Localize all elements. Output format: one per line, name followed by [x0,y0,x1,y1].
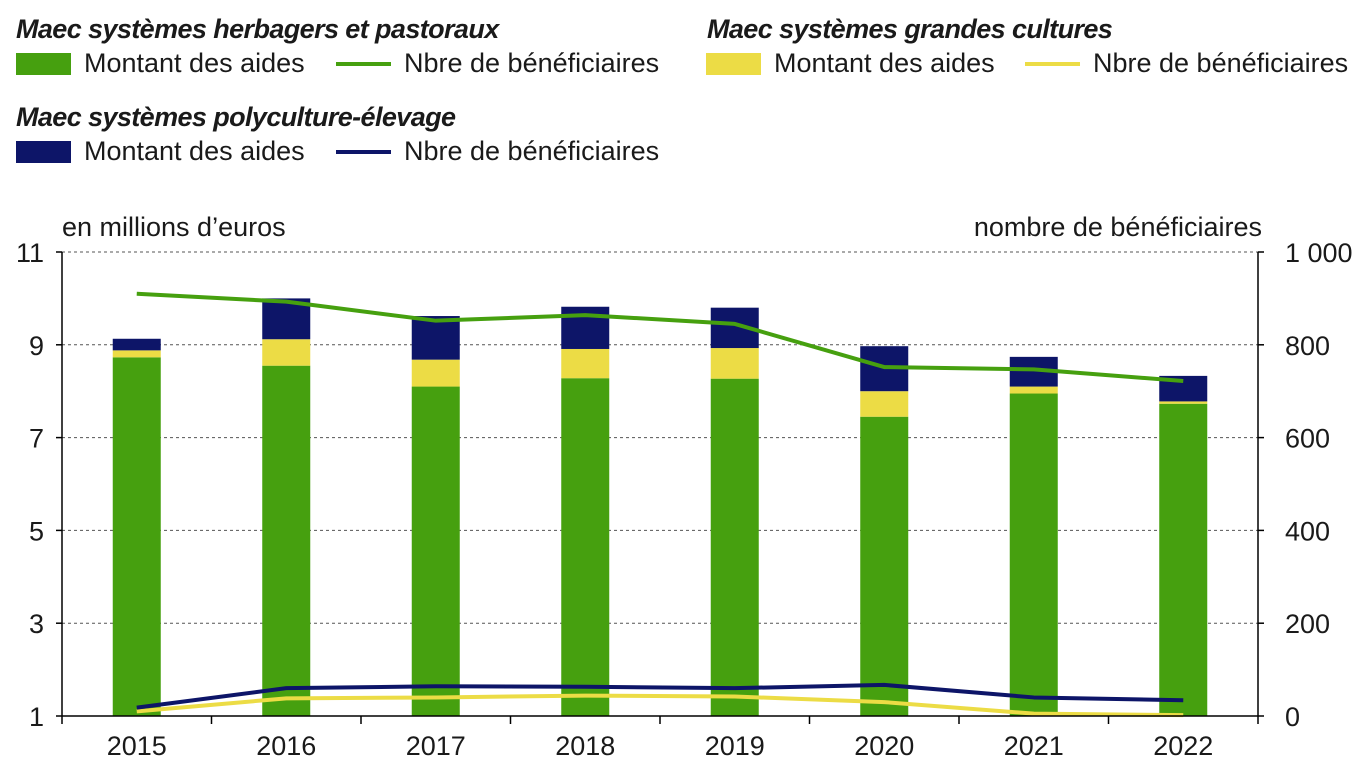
bar-gc-2021 [1009,386,1058,394]
legend-label-grandes-cultures-line: Nbre de bénéficiaires [1093,48,1349,78]
left-axis-title: en millions d’euros [62,212,286,242]
x-tick-label: 2016 [256,731,316,761]
line-poly [136,682,1184,710]
legend-item-polyculture-bar: Montant des aides [16,136,305,167]
y-tick-label-left: 9 [29,331,44,361]
bar-herb-2021 [1009,393,1058,716]
legend-swatch-grandes-cultures-bar [706,52,761,75]
legend-label-polyculture-bar: Montant des aides [84,136,305,166]
y-tick-label-right: 400 [1285,516,1330,546]
legend-item-grandes-cultures-line: Nbre de bénéficiaires [1025,48,1348,79]
bar-poly-2018 [561,306,610,349]
line-herb [136,291,1184,383]
y-tick-label-right: 0 [1285,702,1300,732]
bar-poly-2017 [411,316,460,360]
line-gc [136,693,1184,718]
bar-gc-2019 [710,348,759,379]
x-tick-label: 2018 [555,731,615,761]
x-tick-label: 2021 [1004,731,1064,761]
y-tick-label-right: 800 [1285,331,1330,361]
legend-swatch-herbagers-line [336,61,391,66]
bar-gc-2018 [561,348,610,379]
legend-title-herbagers: Maec systèmes herbagers et pastoraux [16,14,499,44]
legend-swatch-polyculture-bar [16,140,71,163]
bar-herb-2017 [411,386,460,716]
legend-item-grandes-cultures-bar: Montant des aides [706,48,995,79]
bars [112,298,1208,716]
bar-gc-2015 [112,350,161,358]
legend-label-herbagers-bar: Montant des aides [84,48,305,78]
bar-poly-2015 [112,338,161,351]
y-tick-label-right: 600 [1285,424,1330,454]
legend-swatch-polyculture-line [336,149,391,154]
legend-item-polyculture-line: Nbre de bénéficiaires [336,136,659,167]
bar-herb-2018 [561,378,610,716]
y-tick-label-right: 200 [1285,609,1330,639]
bar-herb-2016 [262,365,311,716]
bar-herb-2019 [710,378,759,716]
legend-swatch-grandes-cultures-line [1025,61,1080,66]
bar-gc-2022 [1159,401,1208,404]
lines [136,291,1184,718]
y-tick-label-left: 5 [29,516,44,546]
legend-label-polyculture-line: Nbre de bénéficiaires [404,136,660,166]
legend-title-grandes-cultures: Maec systèmes grandes cultures [707,14,1113,44]
y-tick-label-left: 3 [29,609,44,639]
x-tick-label: 2019 [705,731,765,761]
x-tick-label: 2022 [1153,731,1213,761]
legend-label-herbagers-line: Nbre de bénéficiaires [404,48,660,78]
bar-gc-2017 [411,359,460,387]
legend-label-grandes-cultures-bar: Montant des aides [774,48,995,78]
legend-swatch-herbagers-bar [16,52,71,75]
x-tick-label: 2020 [854,731,914,761]
bar-herb-2022 [1159,403,1208,716]
axes: 1 3 5 7 9 11 0 200 400 600 800 1 000 2015 2016 2017 201… [16,238,1353,761]
y-tick-label-left: 1 [29,702,44,732]
y-tick-label-left: 11 [16,238,44,268]
legend-title-polyculture: Maec systèmes polyculture-élevage [16,102,456,132]
x-tick-label: 2017 [406,731,466,761]
legend-item-herbagers-line: Nbre de bénéficiaires [336,48,659,79]
bar-herb-2020 [860,416,909,716]
bar-gc-2016 [262,339,311,366]
y-tick-label-right: 1 000 [1285,238,1353,268]
gridlines [62,251,1258,624]
legend-item-herbagers-bar: Montant des aides [16,48,305,79]
bar-herb-2015 [112,357,161,716]
bar-gc-2020 [860,391,909,417]
x-tick-label: 2015 [107,731,167,761]
right-axis-title: nombre de bénéficiaires [974,212,1262,242]
y-tick-label-left: 7 [29,424,44,454]
